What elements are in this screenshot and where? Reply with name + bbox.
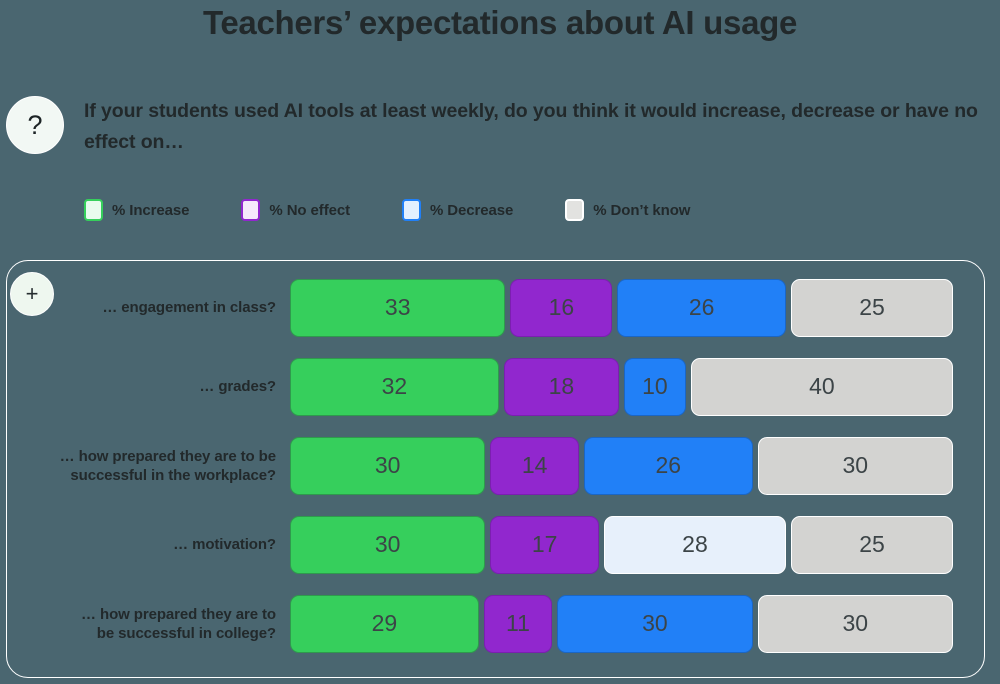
- bar-value-label: 30: [842, 610, 869, 636]
- row-label-line: … engagement in class?: [102, 299, 276, 316]
- bar-segment[interactable]: 32: [290, 357, 499, 416]
- bar-value-label: 14: [521, 452, 548, 478]
- bar-segment[interactable]: 29: [290, 594, 479, 653]
- bar-segment[interactable]: 33: [290, 278, 506, 337]
- row-label-line: be successful in college?: [96, 624, 276, 642]
- row-bars: 32 18 10 40: [290, 357, 958, 416]
- bar-segment[interactable]: 18: [503, 357, 619, 416]
- bar-value-label: 32: [381, 373, 408, 399]
- bar-segment[interactable]: 16: [510, 278, 613, 337]
- bar-segment[interactable]: 14: [490, 436, 579, 495]
- row-bars: 33 16 26 25: [290, 278, 958, 337]
- row-label: … how prepared they are to be successful …: [0, 605, 290, 643]
- question-text: If your students used AI tools at least …: [84, 100, 978, 153]
- legend-label: % Decrease: [429, 201, 514, 219]
- bar-value-label: 25: [859, 531, 885, 557]
- chart-row: … how prepared they are to be successful …: [0, 584, 1000, 663]
- legend-swatch-icon: [565, 199, 585, 221]
- bar-value-label: 17: [531, 531, 558, 557]
- bar-value-label: 30: [374, 531, 401, 557]
- page-title: Teachers’ expectations about AI usage: [202, 4, 798, 41]
- bar-segment[interactable]: 25: [791, 278, 953, 337]
- legend-label: % No effect: [269, 201, 350, 219]
- legend-item[interactable]: % Don’t know: [565, 199, 690, 221]
- bar-value-label: 11: [506, 610, 530, 636]
- bar-value-label: 26: [655, 452, 682, 478]
- bar-segment[interactable]: 30: [290, 515, 486, 574]
- row-label-line: … how prepared they are to: [81, 605, 276, 623]
- question-mark-icon: ?: [6, 96, 64, 154]
- plot-card: [6, 260, 985, 678]
- row-label: … engagement in class?: [0, 298, 290, 317]
- bar-value-label: 33: [384, 294, 411, 320]
- bar-value-label: 25: [859, 294, 885, 320]
- row-label-line: successful in the workplace?: [70, 466, 276, 484]
- bar-segment[interactable]: 28: [603, 515, 786, 574]
- legend-label: % Increase: [112, 201, 190, 219]
- bar-value-label: 30: [642, 610, 668, 636]
- bar-segment[interactable]: 30: [757, 436, 953, 495]
- row-bars: 30 17 28 25: [290, 515, 958, 574]
- bar-value-label: 16: [548, 294, 575, 320]
- bar-value-label: 28: [682, 531, 708, 557]
- row-label-line: … grades?: [199, 378, 276, 395]
- bar-value-label: 40: [809, 373, 835, 399]
- bar-value-label: 26: [688, 294, 715, 320]
- bar-segment[interactable]: 11: [483, 594, 553, 653]
- legend-item[interactable]: % Decrease: [401, 199, 514, 221]
- chart-row: … engagement in class? 33 16 26 25: [0, 268, 1000, 347]
- chart-row: … motivation? 30 17 28 25: [0, 505, 1000, 584]
- chart-rows: … engagement in class? 33 16 26 25 … grades? 3…: [0, 268, 1000, 663]
- bar-segment[interactable]: 26: [617, 278, 786, 337]
- bar-value-label: 30: [374, 452, 401, 478]
- row-label: … how prepared they are to be successful …: [0, 447, 290, 485]
- bar-segment[interactable]: 17: [490, 515, 599, 574]
- row-bars: 29 11 30 30: [290, 594, 958, 653]
- chart-row: … grades? 32 18 10 40: [0, 347, 1000, 426]
- row-bars: 30 14 26 30: [290, 436, 958, 495]
- bar-segment[interactable]: 40: [690, 357, 953, 416]
- bar-value-label: 30: [842, 452, 869, 478]
- legend-item[interactable]: % No effect: [241, 199, 350, 221]
- bar-segment[interactable]: 30: [290, 436, 486, 495]
- legend-swatch-icon: [401, 199, 421, 221]
- legend-label: % Don’t know: [593, 201, 691, 219]
- bar-segment[interactable]: 30: [557, 594, 753, 653]
- legend-swatch-icon: [241, 199, 261, 221]
- bar-segment[interactable]: 26: [583, 436, 753, 495]
- bar-value-label: 29: [371, 610, 398, 636]
- expand-button[interactable]: +: [10, 272, 54, 316]
- legend-item[interactable]: % Increase: [84, 199, 189, 221]
- question-block: ? If your students used AI tools at leas…: [6, 96, 986, 158]
- bar-value-label: 10: [642, 373, 668, 399]
- legend-swatch-icon: [84, 199, 103, 221]
- row-label: … grades?: [0, 377, 290, 396]
- row-label-line: … how prepared they are to be: [59, 447, 276, 465]
- chart-row: … how prepared they are to be successful …: [0, 426, 1000, 505]
- row-label-line: … motivation?: [173, 536, 276, 553]
- bar-value-label: 18: [548, 373, 575, 399]
- row-label: … motivation?: [0, 535, 290, 554]
- chart-legend: % Increase % No effect % Decrease % Don’t k…: [84, 199, 742, 221]
- bar-segment[interactable]: 25: [791, 515, 953, 574]
- bar-segment[interactable]: 10: [624, 357, 686, 416]
- bar-segment[interactable]: 30: [757, 594, 953, 653]
